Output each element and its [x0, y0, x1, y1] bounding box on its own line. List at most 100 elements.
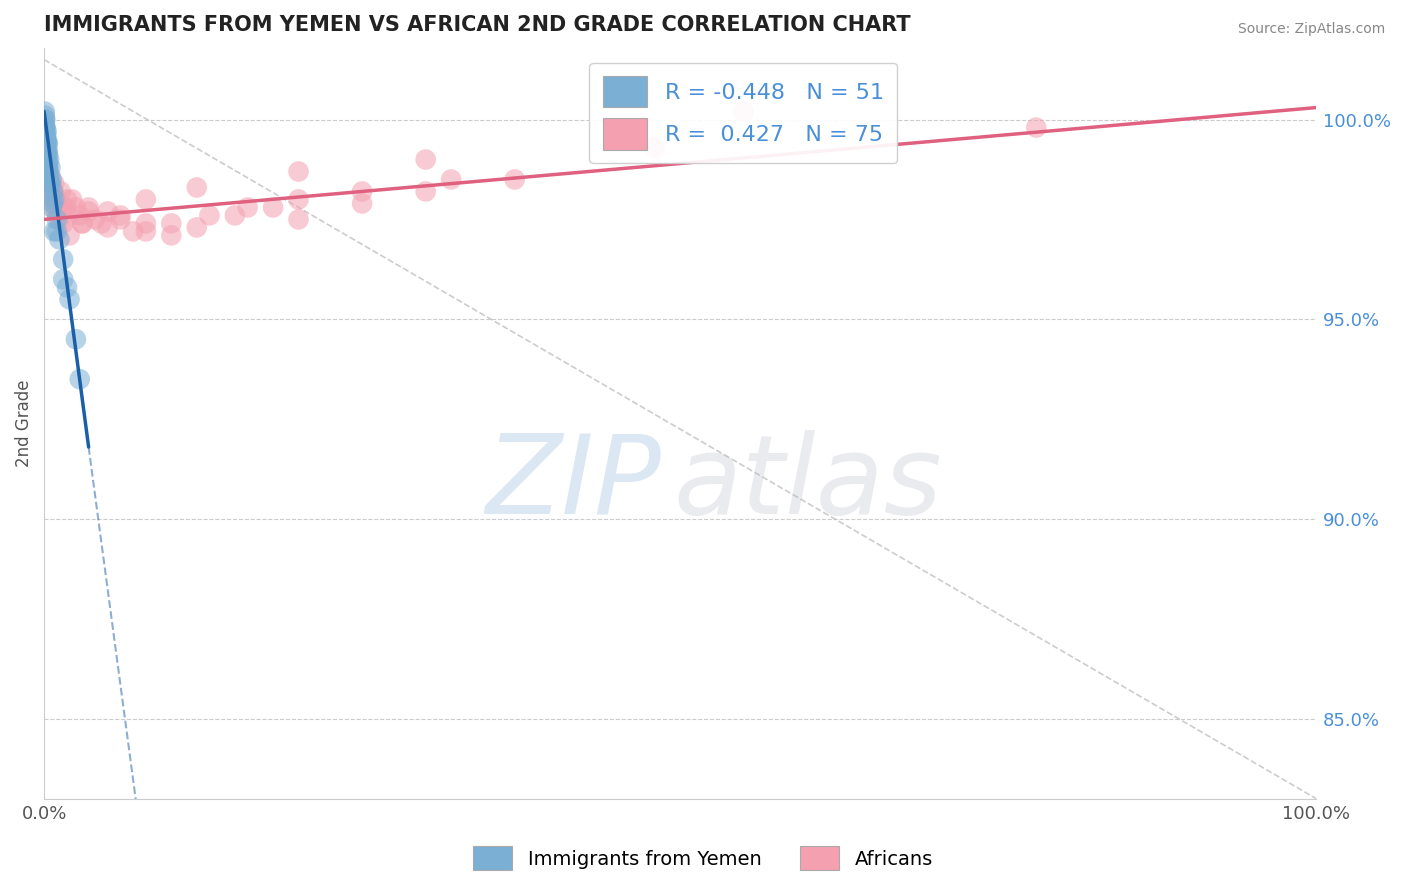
Point [37, 136, 59, 151]
Point [35, 145, 58, 159]
Point [110, 208, 132, 222]
Point [37, 161, 59, 175]
Point [35, 124, 58, 138]
Point [34, 124, 56, 138]
Point [35, 169, 58, 183]
Point [38, 180, 60, 194]
Point [287, 193, 309, 207]
Point [34, 140, 56, 154]
Point [37, 156, 59, 170]
Point [37, 153, 59, 167]
Point [48, 212, 70, 227]
Point [97, 204, 120, 219]
Point [38, 180, 60, 194]
Point [39, 177, 62, 191]
Point [262, 201, 284, 215]
Point [34, 140, 56, 154]
Point [44, 188, 66, 202]
Point [56, 193, 79, 207]
Point [58, 208, 80, 222]
Point [45, 212, 67, 227]
Point [135, 193, 157, 207]
Point [287, 212, 309, 227]
Point [45, 196, 67, 211]
Point [34, 112, 56, 127]
Point [1025, 120, 1047, 135]
Point [90, 216, 112, 230]
Point [352, 196, 374, 211]
Point [287, 164, 309, 178]
Text: ZIP: ZIP [485, 430, 661, 537]
Point [34, 120, 56, 135]
Point [35, 128, 58, 143]
Point [52, 201, 75, 215]
Point [135, 216, 157, 230]
Point [110, 212, 132, 227]
Point [35, 140, 58, 154]
Point [39, 161, 62, 175]
Point [52, 272, 75, 286]
Point [45, 193, 67, 207]
Text: atlas: atlas [673, 430, 942, 537]
Point [37, 172, 59, 186]
Text: IMMIGRANTS FROM YEMEN VS AFRICAN 2ND GRADE CORRELATION CHART: IMMIGRANTS FROM YEMEN VS AFRICAN 2ND GRA… [44, 15, 911, 35]
Point [37, 164, 59, 178]
Point [69, 372, 91, 386]
Point [236, 201, 259, 215]
Point [198, 208, 221, 222]
Point [39, 177, 62, 191]
Point [160, 216, 183, 230]
Point [35, 148, 58, 162]
Point [41, 201, 63, 215]
Point [44, 193, 66, 207]
Point [37, 145, 59, 159]
Point [135, 224, 157, 238]
Point [52, 216, 75, 230]
Point [415, 185, 437, 199]
Point [34, 136, 56, 151]
Point [37, 161, 59, 175]
Point [42, 196, 65, 211]
Point [72, 216, 94, 230]
Point [503, 172, 526, 186]
Point [440, 172, 463, 186]
Point [186, 220, 208, 235]
Point [41, 172, 63, 186]
Point [77, 204, 100, 219]
Point [224, 208, 246, 222]
Point [35, 156, 58, 170]
Legend: R = -0.448   N = 51, R =  0.427   N = 75: R = -0.448 N = 51, R = 0.427 N = 75 [589, 62, 897, 163]
Point [39, 188, 62, 202]
Point [45, 204, 67, 219]
Point [69, 208, 91, 222]
Point [35, 148, 58, 162]
Legend: Immigrants from Yemen, Africans: Immigrants from Yemen, Africans [465, 838, 941, 878]
Point [38, 172, 60, 186]
Point [35, 148, 58, 162]
Point [352, 185, 374, 199]
Point [56, 280, 79, 294]
Point [34, 117, 56, 131]
Point [37, 161, 59, 175]
Point [34, 112, 56, 127]
Y-axis label: 2nd Grade: 2nd Grade [15, 379, 32, 467]
Point [55, 201, 77, 215]
Point [415, 153, 437, 167]
Point [34, 132, 56, 146]
Point [44, 224, 66, 238]
Point [38, 153, 60, 167]
Point [37, 136, 59, 151]
Point [35, 132, 58, 146]
Point [34, 128, 56, 143]
Point [39, 180, 62, 194]
Point [42, 185, 65, 199]
Point [84, 212, 107, 227]
Point [65, 332, 87, 346]
Point [34, 104, 56, 119]
Point [34, 132, 56, 146]
Point [65, 201, 87, 215]
Point [45, 224, 67, 238]
Point [45, 204, 67, 219]
Point [122, 224, 145, 238]
Point [35, 161, 58, 175]
